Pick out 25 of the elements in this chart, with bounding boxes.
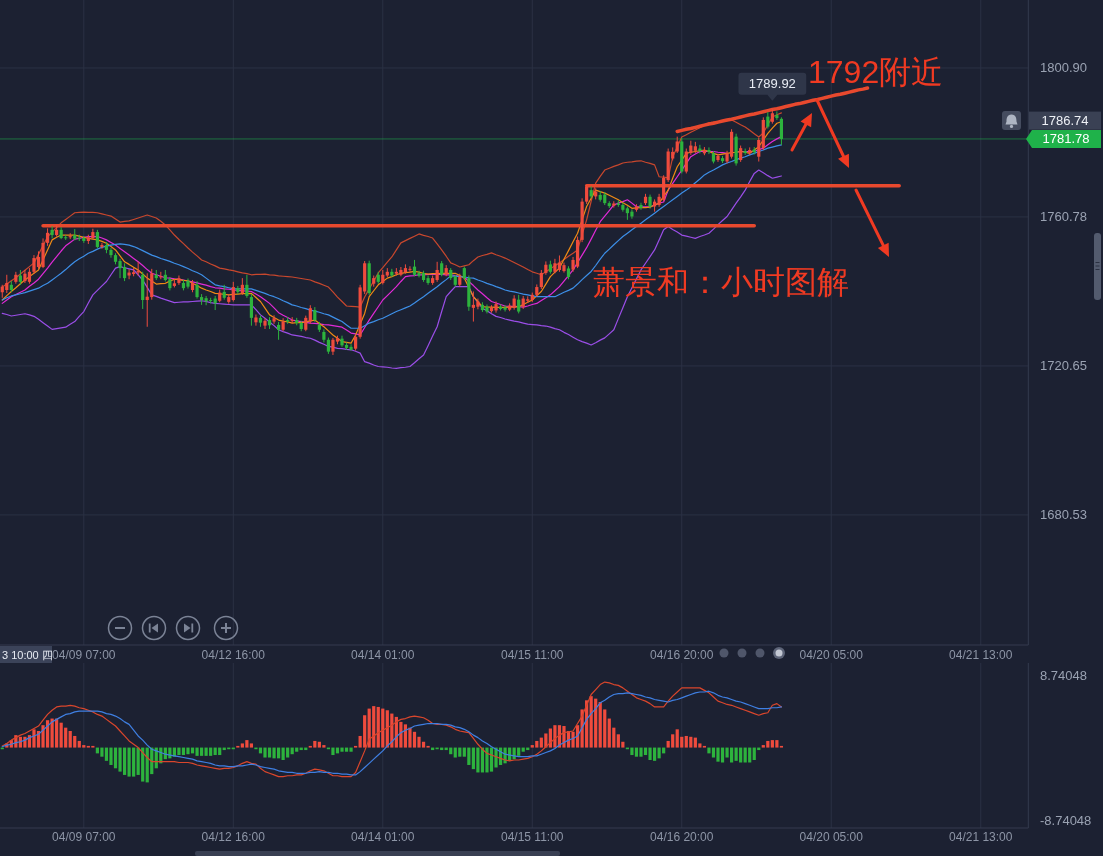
x-tick-label: 04/09 07:00 [52,648,116,662]
annotation: 1792附近 [808,54,944,90]
x-tick-label: 04/09 07:00 [52,830,116,844]
x-tick-label: 04/14 01:00 [351,648,415,662]
text: 3 10:00 四 [2,648,53,661]
x-tick-label: 04/21 13:00 [949,648,1013,662]
x-tick-label: 04/21 13:00 [949,830,1013,844]
x-tick-label: 04/12 16:00 [201,648,266,662]
x-tick-label: 04/16 20:00 [650,830,714,844]
y-tick-label: 8.74048 [1040,667,1087,683]
y-tick-label: -8.74048 [1040,812,1092,828]
x-tick-label: 04/15 11:00 [501,830,564,844]
x-tick-label: 04/15 11:00 [501,648,564,662]
y-tick-label: 1760.78 [1040,209,1087,225]
y-tick-label: 1720.65 [1040,358,1087,374]
annotation: 1789.92 [748,76,796,92]
x-tick-label: 04/14 01:00 [351,830,415,844]
text: 1786.74 [1041,113,1089,129]
ref-line-label: 1781.78 [1042,131,1090,147]
x-tick-label: 04/20 05:00 [799,648,864,662]
y-tick-label: 1800.90 [1040,60,1087,76]
x-tick-label: 04/12 16:00 [201,830,266,844]
x-tick-label: 04/16 20:00 [650,648,714,662]
y-tick-label: 1680.53 [1040,507,1087,523]
x-tick-label: 04/20 05:00 [799,830,864,844]
